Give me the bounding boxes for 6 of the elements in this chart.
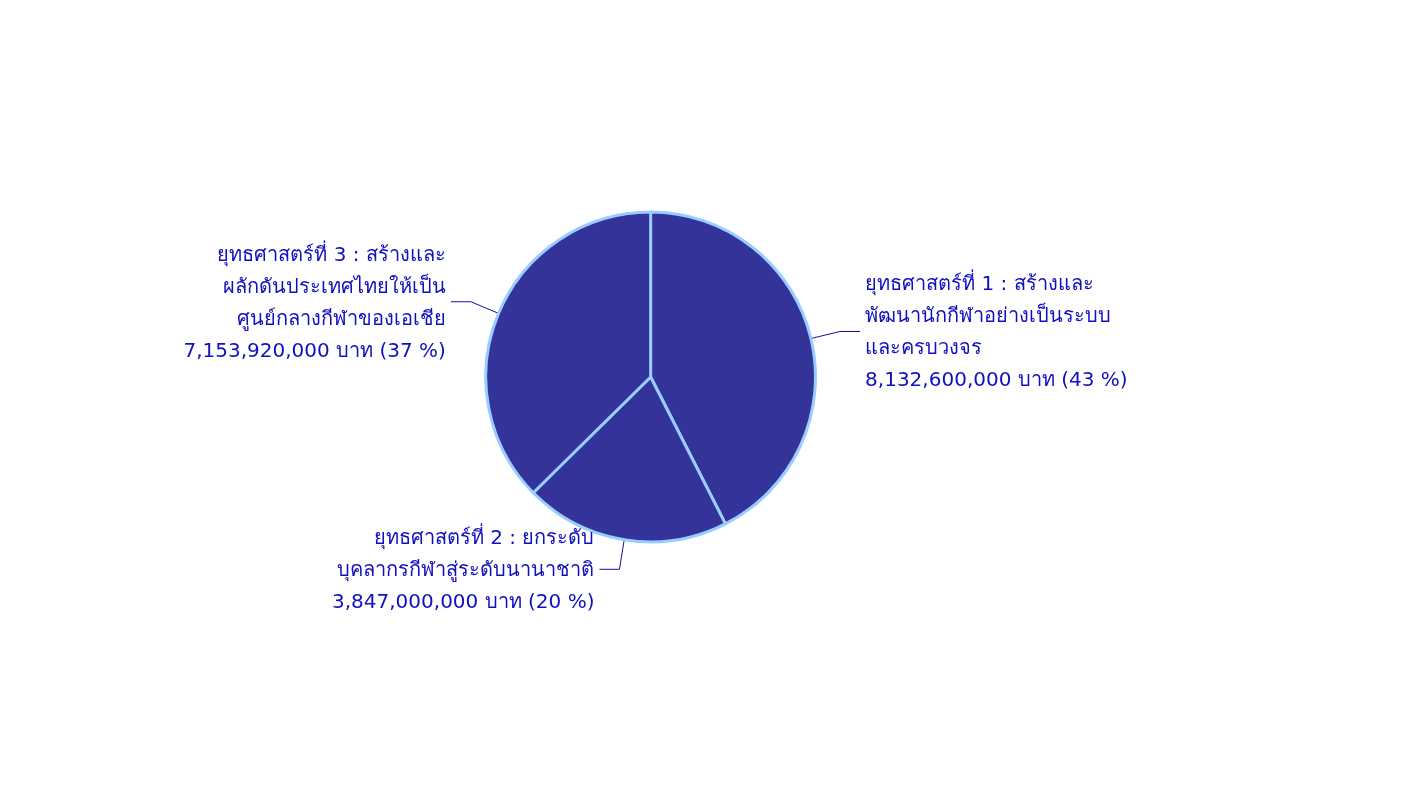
slice-label: ยุทธศาสตร์ที่ 1 : สร้างและ พัฒนานักกีฬาอย่างเป็นระบบ และครบวงจร — [865, 269, 1112, 360]
slice-label: ยุทธศาสตร์ที่ 2 : ยกระดับ บุคลากรกีฬาสู่ระดับนานาชาติ — [337, 523, 595, 583]
data-label: 3,847,000,000 บาท (20 %) — [331, 589, 595, 614]
slice-label: ยุทธศาสตร์ที่ 3 : สร้างและ ผลักดันประเทศไทยให้เป็น ศูนย์กลางกีฬาของเอเชีย — [217, 239, 446, 331]
data-label: 7,153,920,000 บาท (37 %) — [183, 337, 446, 362]
data-label: 8,132,600,000 บาท (43 %) — [865, 367, 1128, 392]
